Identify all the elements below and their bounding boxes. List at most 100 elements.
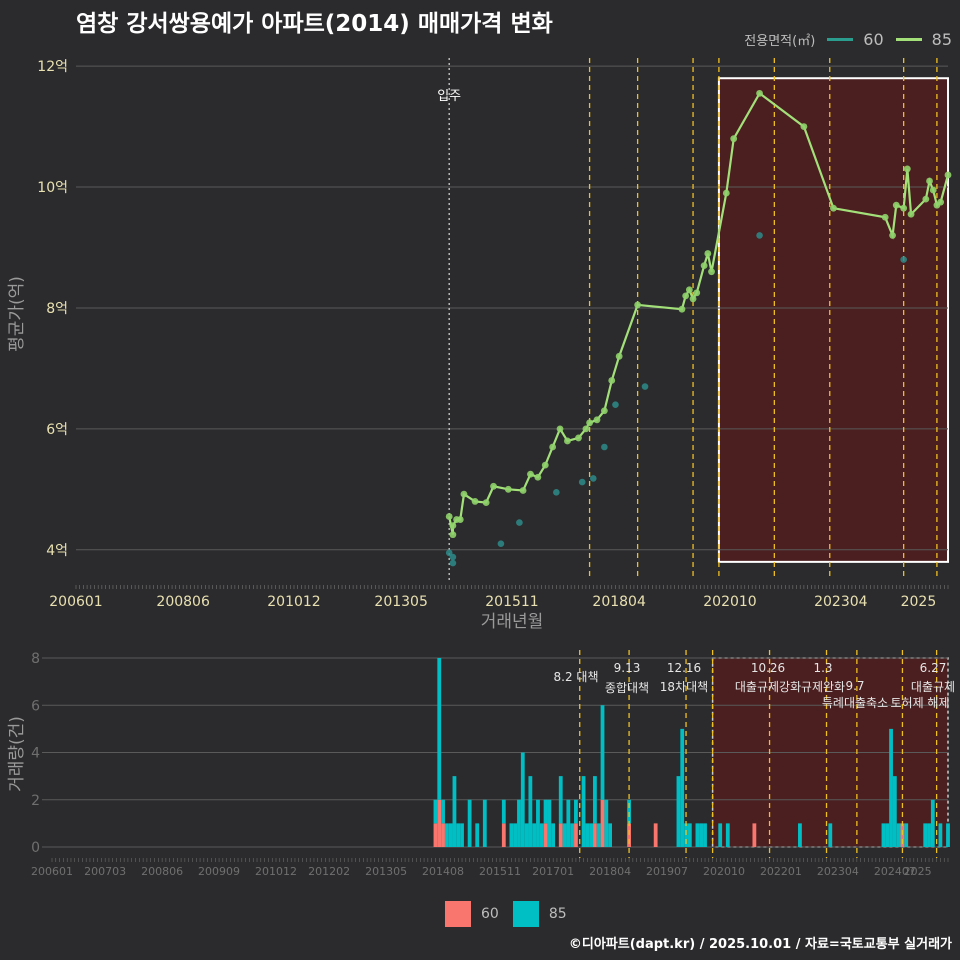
bar-x-tick-label: 201305 — [365, 865, 407, 878]
bar-85 — [703, 823, 707, 847]
x-tick-label: 201804 — [592, 594, 646, 610]
bar-85 — [528, 776, 533, 847]
highlight-region — [717, 77, 950, 563]
point-85 — [944, 171, 952, 179]
bar-60 — [437, 799, 442, 847]
bar-60 — [593, 823, 597, 847]
bar-85 — [593, 776, 597, 824]
bar-85 — [904, 823, 909, 847]
point-85 — [800, 123, 808, 130]
move-in-label: 입주 — [437, 89, 461, 104]
point-85 — [929, 186, 937, 194]
point-85 — [708, 268, 715, 276]
point-85 — [678, 305, 686, 313]
point-60 — [553, 489, 560, 496]
bar-85 — [448, 823, 453, 847]
bar-y-tick-label: 0 — [31, 840, 40, 856]
point-85 — [490, 482, 497, 490]
point-85 — [634, 301, 642, 309]
legend-top-title: 전용면적(㎡) — [744, 34, 816, 49]
y-axis-title: 평균가(억) — [7, 276, 27, 352]
x-tick-label: 201305 — [374, 594, 427, 610]
point-60 — [900, 256, 907, 263]
point-60 — [449, 559, 457, 567]
legend-bottom-label-60: 60 — [481, 906, 499, 922]
bar-60 — [543, 823, 548, 847]
point-85 — [830, 204, 837, 212]
point-85 — [556, 425, 564, 433]
point-85 — [519, 487, 527, 494]
policy-label: 토허제 해제 — [890, 696, 949, 710]
point-85 — [504, 485, 512, 493]
bar-85 — [460, 823, 464, 847]
bar-85 — [798, 823, 802, 847]
bar-85 — [524, 823, 529, 847]
bar-x-tick-label: 201012 — [255, 865, 297, 878]
bar-85 — [600, 705, 605, 800]
bar-85 — [725, 823, 730, 847]
legend-bottom: 60 85 — [445, 901, 567, 927]
bar-60 — [441, 823, 445, 847]
point-85 — [900, 204, 908, 212]
point-85 — [903, 165, 911, 173]
point-85 — [881, 213, 889, 221]
bar-85 — [433, 799, 438, 824]
bar-85 — [570, 823, 575, 847]
bar-60 — [752, 823, 757, 847]
bar-y-tick-label: 8 — [31, 651, 40, 667]
bar-x-tick-label: 201408 — [422, 865, 464, 878]
bar-85 — [520, 752, 525, 847]
legend-swatch-85 — [895, 38, 922, 41]
policy-label: 특례대출축소 — [822, 696, 888, 710]
policy-label: 1.3 — [813, 661, 832, 675]
point-85 — [445, 513, 453, 520]
bar-x-tick-label: 200909 — [198, 865, 240, 878]
bar-85 — [574, 799, 578, 824]
point-85 — [449, 522, 457, 529]
point-85 — [700, 262, 708, 270]
bar-60 — [574, 823, 578, 847]
bar-60 — [558, 823, 563, 847]
bar-x-tick-label: 202304 — [817, 865, 859, 878]
point-85 — [593, 416, 601, 424]
point-85 — [575, 434, 582, 442]
bar-85 — [467, 799, 472, 847]
point-85 — [534, 473, 542, 481]
point-60 — [601, 443, 608, 451]
point-85 — [608, 377, 616, 384]
bar-85 — [885, 823, 890, 847]
bar-85 — [687, 823, 692, 847]
bar-85 — [881, 823, 886, 847]
point-85 — [541, 461, 549, 469]
bar-85 — [437, 658, 442, 800]
point-60 — [449, 553, 457, 561]
policy-label: 대출규제 — [911, 680, 955, 694]
point-85 — [937, 198, 945, 206]
policy-label: 6.27 — [920, 661, 947, 675]
bar-85 — [513, 823, 518, 847]
bar-60 — [653, 823, 658, 847]
point-60 — [497, 540, 505, 548]
policy-label: 9.13 — [614, 661, 641, 675]
point-85 — [586, 419, 593, 427]
bar-85 — [627, 799, 631, 824]
x-tick-label: 200806 — [156, 594, 210, 610]
y-tick-label: 6억 — [46, 422, 68, 438]
y-tick-label: 12억 — [37, 59, 68, 75]
bar-85 — [718, 823, 723, 847]
y-tick-label: 4억 — [46, 543, 68, 559]
point-85 — [564, 437, 571, 445]
x-tick-label: 202010 — [703, 594, 756, 610]
point-85 — [615, 352, 623, 360]
chart-title: 염창 강서쌍용예가 아파트(2014) 매매가격 변화 — [76, 11, 553, 37]
legend-label-85: 85 — [931, 30, 952, 49]
bar-85 — [509, 823, 514, 847]
policy-label: 12.16 — [667, 661, 701, 675]
bar-x-tick-label: 201804 — [589, 865, 631, 878]
bar-85 — [585, 823, 590, 847]
policy-label: 9.7 — [845, 679, 864, 693]
bar-x-tick-label: 201701 — [532, 865, 574, 878]
legend-swatch-60 — [827, 38, 854, 41]
